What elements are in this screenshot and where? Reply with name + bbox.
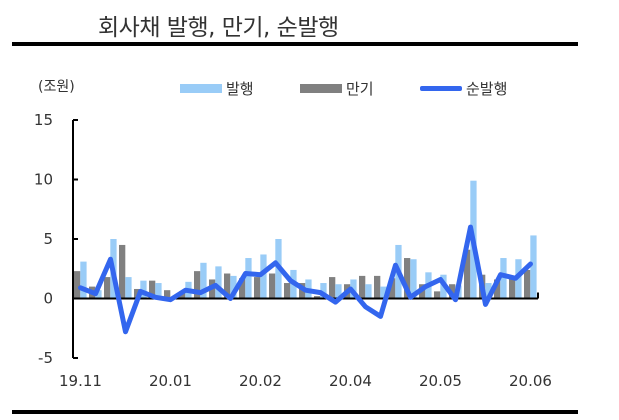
x-axis: 19.11 20.01 20.02 20.04 20.05 20.06 [59,372,552,390]
issuance-bar [320,283,327,299]
maturity-bar [374,275,381,299]
issuance-bar [200,262,207,299]
issuance-bar [335,284,342,299]
legend-label-net-issuance: 순발행 [466,80,508,98]
x-tick-label: 20.04 [329,372,372,390]
issuance-bar [80,261,87,299]
maturity-bar [164,290,171,299]
maturity-bar [239,278,246,299]
legend-swatch-issuance [180,84,222,93]
y-tick-label: -5 [38,349,53,367]
issuance-bar [500,258,507,299]
x-tick-label: 19.11 [59,372,102,390]
maturity-bar [509,277,516,299]
maturity-bar [119,244,126,299]
zero-baseline [73,292,539,300]
x-tick-label: 20.01 [149,372,192,390]
issuance-bar [260,254,267,299]
legend-item-net-issuance: 순발행 [420,78,507,99]
y-tick-label: 15 [34,111,53,129]
legend-swatch-maturity [300,84,342,93]
y-tick-label: 5 [43,230,53,248]
issuance-bar [140,280,147,299]
issuance-bar [215,266,222,299]
title-rule [12,42,578,46]
legend-item-issuance: 발행 [180,78,254,99]
y-tick-label: 10 [34,171,53,189]
x-tick-label: 20.06 [509,372,552,390]
issuance-bar [95,290,102,299]
footer-rule [12,410,578,414]
issuance-bar [410,259,417,299]
y-axis: 15 10 5 0 -5 [34,111,78,367]
issuance-bar [155,283,162,299]
legend-line-net-issuance [420,86,462,91]
issuance-bar [245,258,252,299]
legend-item-maturity: 만기 [300,78,374,99]
maturity-bar [74,271,81,299]
maturity-bar [104,277,111,299]
issuance-bar [125,277,132,299]
legend-label-issuance: 발행 [226,80,254,98]
issuance-bar [530,235,537,299]
legend-label-maturity: 만기 [346,80,374,98]
maturity-bar [494,279,501,299]
maturity-bar [224,273,231,299]
maturity-bar [329,277,336,299]
maturity-bar [194,271,201,299]
maturity-bar [464,249,471,299]
y-unit-label: (조원) [38,79,75,95]
issuance-bar [365,284,372,299]
x-tick-label: 20.05 [419,372,462,390]
maturity-bar [434,291,441,299]
maturity-bar [524,269,531,299]
net-issuance-line [78,224,533,335]
issuance-bar [485,283,492,299]
maturity-bar [269,273,276,299]
issuance-bar [230,275,237,299]
x-tick-label: 20.02 [239,372,282,390]
chart-title: 회사채 발행, 만기, 순발행 [98,15,339,41]
maturity-bar [389,278,396,299]
maturity-bar [359,275,366,299]
maturity-bar [149,280,156,299]
issuance-bar [380,286,387,299]
y-tick-label: 0 [43,290,53,308]
maturity-bar [254,277,261,299]
maturity-bar [314,296,321,299]
maturity-bar [404,258,411,299]
maturity-bar [284,283,291,299]
